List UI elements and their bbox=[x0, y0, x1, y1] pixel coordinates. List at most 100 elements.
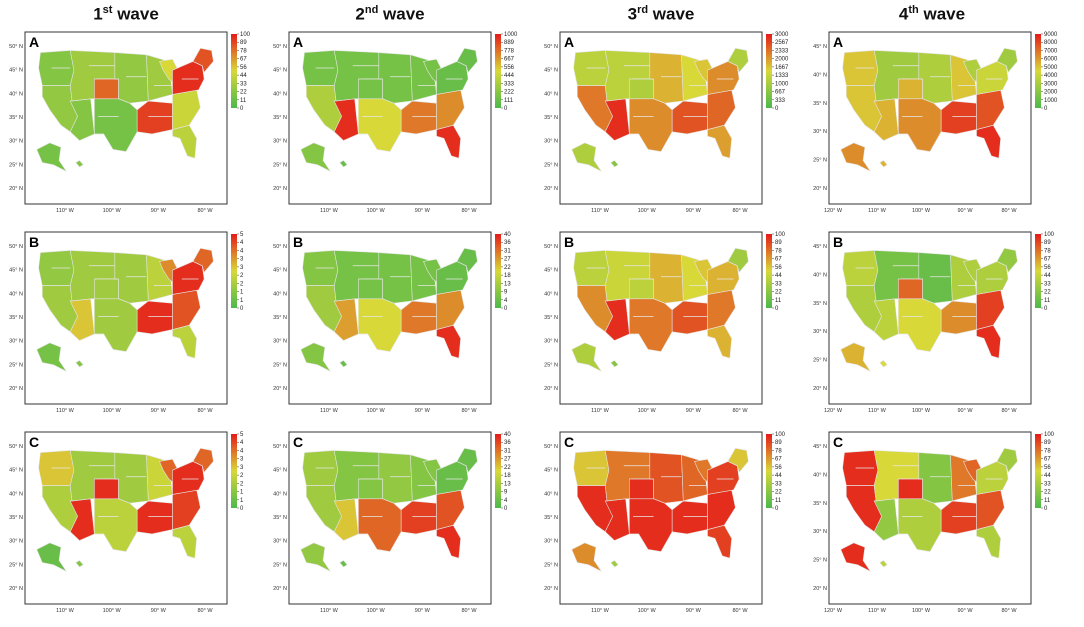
legend-tick-label: 0 bbox=[775, 106, 779, 112]
legend-tick-label: 2 bbox=[240, 473, 244, 479]
state-region-new-england bbox=[192, 447, 214, 474]
legend-tick-label: 100 bbox=[775, 232, 786, 238]
legend-tick-label: 13 bbox=[504, 281, 511, 287]
state-region-florida bbox=[172, 524, 197, 559]
legend-tick-label: 2000 bbox=[1044, 90, 1058, 96]
lon-tick-label: 120° W bbox=[824, 208, 843, 214]
state-region-south bbox=[940, 500, 977, 535]
lat-tick-label: 30° N bbox=[813, 129, 827, 135]
state-region-alaska bbox=[571, 342, 602, 372]
lon-tick-label: 90° W bbox=[151, 408, 167, 414]
lat-tick-label: 25° N bbox=[9, 362, 23, 368]
lon-tick-label: 90° W bbox=[957, 408, 973, 414]
legend-colorbar bbox=[1035, 434, 1041, 508]
lon-tick-label: 100° W bbox=[367, 608, 386, 614]
wave-title-word: wave bbox=[117, 4, 159, 24]
state-region-texas bbox=[94, 98, 138, 152]
lat-tick-label: 20° N bbox=[813, 186, 827, 192]
state-region-plains bbox=[378, 52, 413, 104]
legend-tick-label: 4 bbox=[240, 248, 244, 254]
lon-tick-label: 100° W bbox=[367, 208, 386, 214]
lat-tick-label: 30° N bbox=[544, 139, 558, 145]
lon-tick-label: 90° W bbox=[415, 208, 431, 214]
legend-tick-label: 22 bbox=[240, 90, 247, 96]
legend-tick-label: 44 bbox=[1044, 473, 1051, 479]
wave-title-number: 2 bbox=[355, 4, 365, 24]
lat-tick-label: 45° N bbox=[544, 68, 558, 74]
lon-tick-label: 90° W bbox=[151, 608, 167, 614]
state-region-florida bbox=[436, 324, 461, 359]
legend-tick-label: 44 bbox=[240, 73, 247, 79]
legend-tick-label: 22 bbox=[775, 490, 782, 496]
legend-tick-label: 78 bbox=[775, 248, 782, 254]
lon-tick-label: 80° W bbox=[732, 408, 748, 414]
state-region-colorado bbox=[358, 78, 383, 100]
wave-title-word: wave bbox=[652, 4, 695, 24]
lon-tick-label: 80° W bbox=[461, 608, 477, 614]
lat-tick-label: 20° N bbox=[9, 386, 23, 392]
map-panel-1st-A: A 50° N 45° N 40° N 35° N 30° N 25° N 20° N 110°… bbox=[3, 31, 263, 214]
lat-tick-label: 35° N bbox=[813, 301, 827, 307]
legend-tick-label: 0 bbox=[1044, 506, 1048, 512]
lat-tick-label: 35° N bbox=[9, 115, 23, 121]
state-region-new-england bbox=[996, 247, 1018, 274]
lat-tick-label: 50° N bbox=[273, 444, 287, 450]
lon-tick-label: 100° W bbox=[638, 408, 657, 414]
lat-tick-label: 35° N bbox=[813, 501, 827, 507]
map-panel-4th-C: C 45° N 40° N 35° N 30° N 25° N 20° N 120° W 110… bbox=[807, 431, 1067, 614]
legend-tick-label: 13 bbox=[504, 481, 511, 487]
lon-tick-label: 80° W bbox=[1001, 208, 1017, 214]
lon-tick-label: 80° W bbox=[732, 608, 748, 614]
legend-tick-label: 44 bbox=[1044, 273, 1051, 279]
state-region-plains bbox=[114, 52, 149, 104]
lat-tick-label: 20° N bbox=[273, 386, 287, 392]
state-region-new-england bbox=[456, 447, 478, 474]
state-region-hawaii bbox=[879, 559, 888, 568]
legend-tick-label: 22 bbox=[1044, 290, 1051, 296]
legend-tick-label: 4 bbox=[504, 298, 508, 304]
wave-title-suffix: th bbox=[908, 4, 919, 16]
state-region-florida bbox=[436, 124, 461, 159]
choropleth-svg: C 50° N 45° N 40° N 35° N 30° N 25° N 20° N 110°… bbox=[9, 431, 244, 614]
legend-tick-label: 67 bbox=[240, 57, 247, 63]
state-region-alaska bbox=[571, 542, 602, 572]
state-region-hawaii bbox=[879, 359, 888, 368]
state-region-florida bbox=[707, 124, 732, 159]
state-region-texas bbox=[358, 98, 402, 152]
state-region-new-england bbox=[727, 447, 749, 474]
lat-tick-label: 20° N bbox=[813, 586, 827, 592]
legend-tick-label: 0 bbox=[1044, 106, 1048, 112]
legend-tick-label: 27 bbox=[504, 257, 511, 263]
legend-tick-label: 40 bbox=[504, 432, 511, 438]
state-region-colorado bbox=[629, 278, 654, 300]
state-region-texas bbox=[629, 98, 673, 152]
lat-tick-label: 50° N bbox=[544, 444, 558, 450]
lat-tick-label: 30° N bbox=[544, 539, 558, 545]
legend-tick-label: 56 bbox=[240, 65, 247, 71]
legend-colorbar bbox=[231, 434, 237, 508]
legend-tick-label: 89 bbox=[240, 40, 247, 46]
legend-tick-label: 36 bbox=[504, 240, 511, 246]
legend-tick-label: 1 bbox=[240, 290, 244, 296]
legend-tick-label: 1667 bbox=[775, 65, 789, 71]
lat-tick-label: 35° N bbox=[9, 315, 23, 321]
panel-label: B bbox=[293, 234, 303, 250]
legend-tick-label: 0 bbox=[775, 306, 779, 312]
lat-tick-label: 20° N bbox=[9, 186, 23, 192]
legend-tick-label: 2 bbox=[240, 273, 244, 279]
legend-tick-label: 1 bbox=[240, 490, 244, 496]
state-region-hawaii bbox=[339, 159, 348, 168]
wave-title-3: 3rd wave bbox=[561, 4, 761, 25]
state-region-plains bbox=[649, 452, 684, 504]
legend-tick-label: 22 bbox=[504, 465, 511, 471]
state-region-new-england bbox=[192, 247, 214, 274]
legend-tick-label: 2 bbox=[240, 481, 244, 487]
legend-colorbar bbox=[1035, 234, 1041, 308]
lat-tick-label: 40° N bbox=[544, 291, 558, 297]
legend-colorbar bbox=[495, 34, 501, 108]
lat-tick-label: 30° N bbox=[273, 139, 287, 145]
legend-tick-label: 444 bbox=[504, 73, 515, 79]
lat-tick-label: 45° N bbox=[544, 468, 558, 474]
legend-tick-label: 100 bbox=[775, 432, 786, 438]
lon-tick-label: 110° W bbox=[56, 208, 74, 214]
